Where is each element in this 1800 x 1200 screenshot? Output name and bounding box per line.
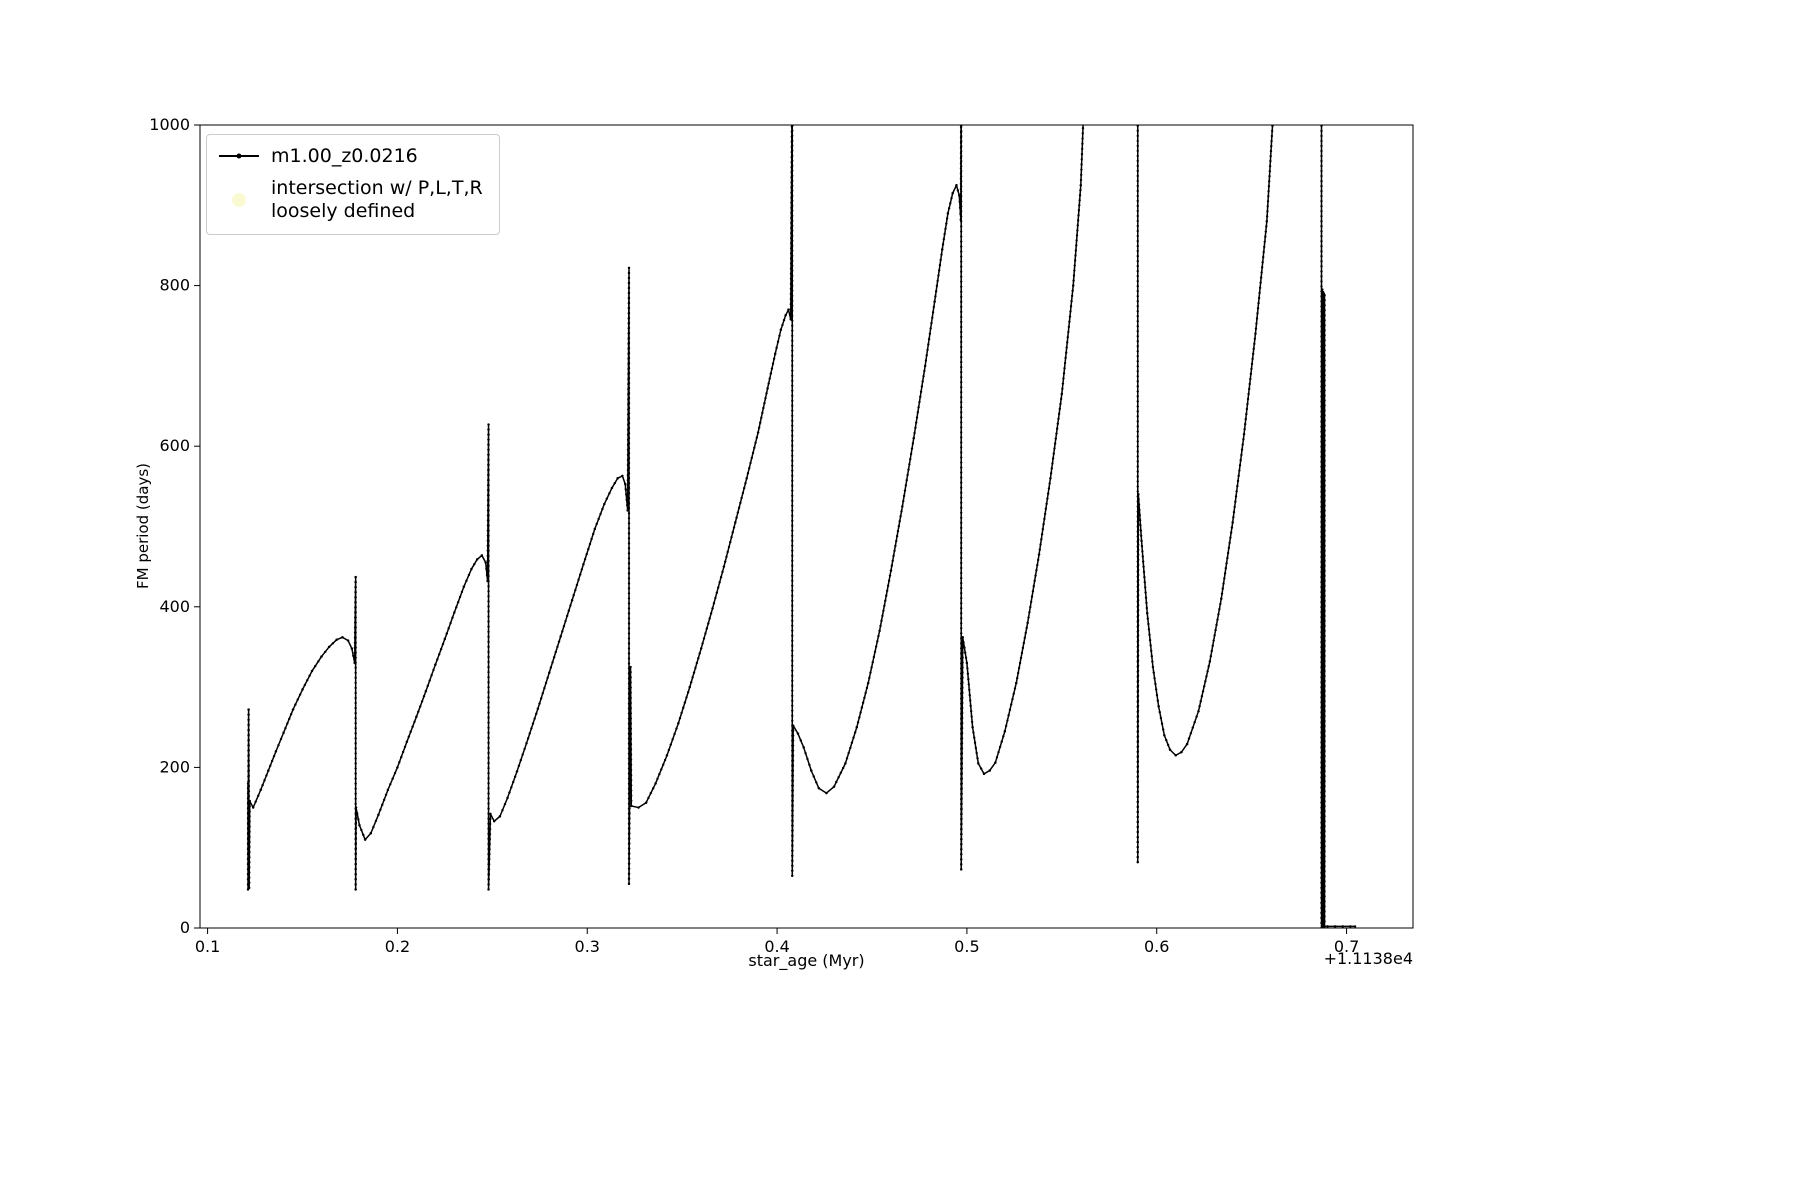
svg-text:400: 400 — [159, 597, 190, 616]
y-axis-label: FM period (days) — [134, 463, 152, 589]
legend-entry-intersection: intersection w/ P,L,T,R loosely defined — [219, 177, 483, 222]
x-axis-label: star_age (Myr) — [748, 951, 865, 970]
svg-text:0.1: 0.1 — [195, 937, 220, 956]
svg-text:0: 0 — [180, 918, 190, 937]
svg-text:600: 600 — [159, 436, 190, 455]
legend-entry-series: m1.00_z0.0216 — [219, 145, 483, 167]
svg-text:0.7: 0.7 — [1334, 937, 1359, 956]
svg-text:0.2: 0.2 — [385, 937, 410, 956]
line-marker-icon — [219, 155, 259, 158]
svg-text:200: 200 — [159, 757, 190, 776]
svg-text:800: 800 — [159, 276, 190, 295]
svg-text:1000: 1000 — [149, 115, 190, 134]
legend: m1.00_z0.0216 intersection w/ P,L,T,R lo… — [206, 134, 500, 236]
x-axis-offset-label: +1.1138e4 — [1323, 949, 1413, 968]
dot-marker-icon — [219, 192, 259, 207]
legend-label-series: m1.00_z0.0216 — [271, 145, 418, 167]
legend-label-intersection: intersection w/ P,L,T,R loosely defined — [271, 177, 483, 222]
svg-text:0.3: 0.3 — [575, 937, 600, 956]
svg-text:0.4: 0.4 — [764, 937, 789, 956]
svg-text:0.5: 0.5 — [954, 937, 979, 956]
svg-text:0.6: 0.6 — [1144, 937, 1169, 956]
